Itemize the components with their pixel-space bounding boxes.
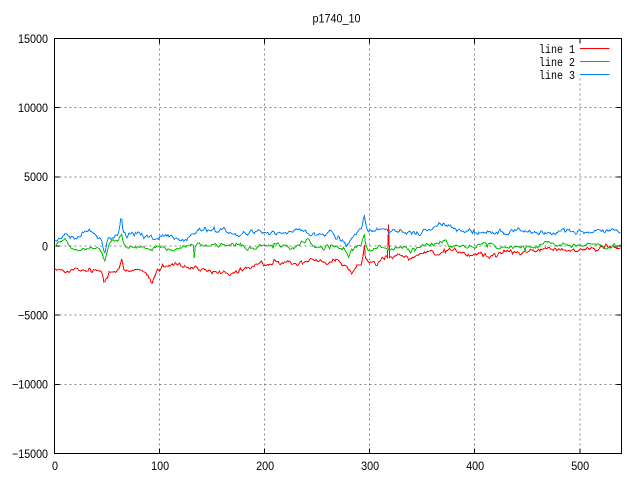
svg-text:0: 0 bbox=[52, 459, 58, 473]
svg-text:400: 400 bbox=[466, 459, 484, 473]
svg-text:−15000: −15000 bbox=[12, 447, 48, 461]
svg-text:100: 100 bbox=[151, 459, 169, 473]
svg-text:line 3: line 3 bbox=[539, 69, 575, 83]
svg-text:15000: 15000 bbox=[18, 32, 48, 46]
svg-text:5000: 5000 bbox=[24, 170, 48, 184]
svg-text:300: 300 bbox=[361, 459, 379, 473]
svg-text:line 1: line 1 bbox=[539, 43, 575, 57]
svg-text:−5000: −5000 bbox=[18, 308, 48, 322]
svg-text:p1740_10: p1740_10 bbox=[313, 12, 361, 26]
svg-text:10000: 10000 bbox=[18, 101, 48, 115]
svg-text:200: 200 bbox=[256, 459, 274, 473]
svg-text:0: 0 bbox=[42, 239, 48, 253]
svg-text:500: 500 bbox=[571, 459, 589, 473]
svg-text:−10000: −10000 bbox=[12, 378, 48, 392]
svg-text:line 2: line 2 bbox=[539, 56, 575, 70]
